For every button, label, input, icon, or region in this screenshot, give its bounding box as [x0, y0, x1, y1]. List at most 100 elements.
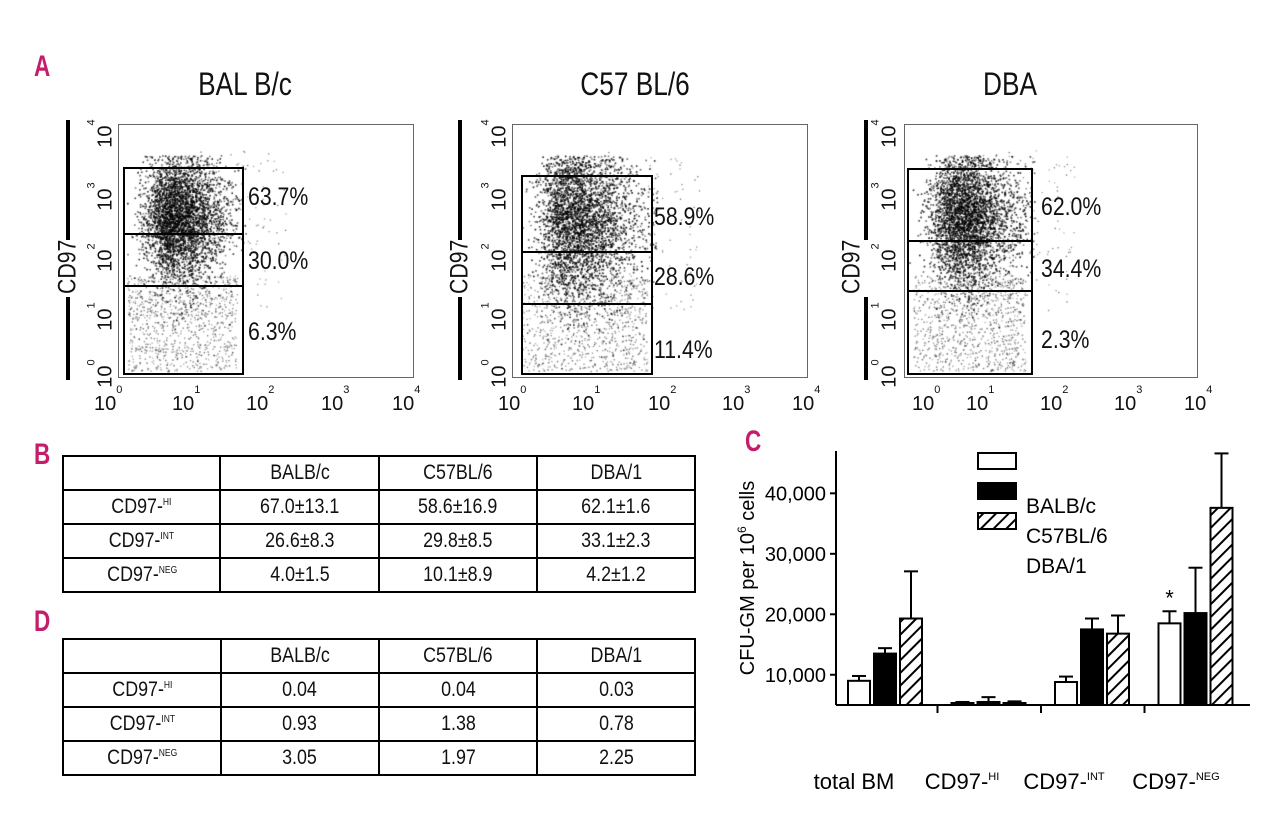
table-header-cell	[62, 638, 222, 674]
x-category-label: CD97-NEG	[1132, 769, 1219, 794]
flow-title-balbc: BAL B/c	[198, 66, 292, 102]
flow-ylabel: CD97	[445, 239, 474, 294]
table-row: CD97-INT 26.6±8.3 29.8±8.5 33.1±2.3	[61, 523, 697, 559]
table-header-cell: BALB/c	[219, 638, 380, 674]
y-axis-label: CFU-GM per 106 cells	[735, 481, 759, 676]
table-cell: 1.97	[377, 740, 539, 776]
flow-gate-box	[907, 168, 1033, 375]
table-cell: 33.1±2.3	[535, 523, 697, 559]
table-header-cell	[61, 455, 222, 491]
x-category-label: CD97-INT	[1023, 769, 1105, 794]
flow-pct-hi: 63.7%	[248, 183, 309, 211]
bar-2-1	[1002, 702, 1027, 706]
flow-ylabel-bar-bottom	[66, 297, 70, 380]
table-row: CD97-NEG 4.0±1.5 10.1±8.9 4.2±1.2	[61, 557, 697, 593]
flow-gate-line-upper	[521, 251, 651, 253]
table-cell: 0.03	[536, 672, 696, 708]
flow-ylabel: CD97	[837, 239, 866, 294]
flow-xtick-2: 102	[1040, 384, 1069, 415]
bar-0-3	[1157, 622, 1182, 707]
flow-xtick-2: 102	[246, 384, 275, 415]
flow-xtick-3: 103	[722, 384, 751, 415]
panel-label-c: C	[745, 425, 762, 458]
flow-xtick-1: 101	[966, 384, 995, 415]
table-cell: 29.8±8.5	[377, 523, 538, 559]
bar-1-3	[1183, 612, 1208, 706]
table-header-cell: DBA/1	[535, 455, 697, 491]
flow-ytick-0: 100	[480, 359, 511, 388]
bar-2-3	[1209, 506, 1234, 706]
table-cell: 0.78	[536, 706, 696, 742]
flow-ytick-1: 101	[86, 302, 117, 331]
panel-label-b: B	[34, 438, 51, 471]
flow-ylabel-bar-top	[66, 120, 70, 240]
table-row-label: CD97-NEG	[62, 740, 222, 776]
flow-xtick-4: 104	[1184, 384, 1213, 415]
table-b: BALB/c C57BL/6 DBA/1 CD97-HI 67.0±13.1 5…	[61, 455, 697, 593]
flow-ytick-0: 100	[86, 359, 117, 388]
bar-2-0	[899, 617, 923, 706]
table-header-row: BALB/c C57BL/6 DBA/1	[61, 455, 697, 491]
bar-0-2	[1054, 681, 1078, 706]
table-cell: 4.0±1.5	[219, 557, 380, 593]
bar-1-2	[1080, 628, 1104, 706]
table-d: BALB/c C57BL/6 DBA/1 CD97-HI 0.04 0.04 0…	[62, 638, 696, 776]
legend-label: C57BL/6	[1026, 525, 1108, 548]
legend-label: DBA/1	[1026, 555, 1087, 578]
significance-asterisk: *	[1165, 585, 1174, 610]
flow-gate-line-lower	[521, 303, 651, 305]
flow-ytick-0: 100	[870, 359, 901, 388]
bar-1-0	[873, 652, 897, 707]
y-tick-label: 20,000	[765, 604, 826, 626]
flow-xtick-0: 100	[912, 384, 941, 415]
flow-ytick-2: 102	[86, 243, 117, 272]
flow-gate-box	[123, 167, 244, 375]
flow-ylabel: CD97	[53, 239, 82, 294]
table-row: CD97-INT 0.93 1.38 0.78	[62, 706, 696, 742]
flow-ytick-4: 104	[86, 119, 117, 148]
flow-ytick-2: 102	[480, 243, 511, 272]
bar-1-1	[976, 700, 1001, 707]
flow-ytick-1: 101	[870, 302, 901, 331]
table-header-cell: C57BL/6	[377, 638, 539, 674]
flow-ylabel-bar-top	[864, 120, 868, 240]
flow-xtick-4: 104	[792, 384, 821, 415]
flow-pct-int: 28.6%	[654, 263, 715, 291]
table-cell: 10.1±8.9	[377, 557, 538, 593]
table-row: CD97-NEG 3.05 1.97 2.25	[62, 740, 696, 776]
table-header-row: BALB/c C57BL/6 DBA/1	[62, 638, 696, 674]
flow-xtick-1: 101	[172, 384, 201, 415]
table-cell: 62.1±1.6	[535, 489, 697, 525]
y-tick-label: 40,000	[765, 483, 826, 505]
flow-pct-int: 34.4%	[1041, 255, 1102, 283]
table-cell: 0.04	[219, 672, 380, 708]
flow-xtick-3: 103	[321, 384, 350, 415]
flow-ytick-4: 104	[870, 119, 901, 148]
flow-plot-area	[512, 124, 808, 378]
cfu-gm-bar-chart: 10,000 20,000 30,000 40,000 CFU-GM per 106 c…	[735, 451, 1250, 794]
flow-pct-neg: 6.3%	[248, 318, 297, 346]
flow-ylabel-bar-top	[458, 120, 462, 240]
flow-title-c57: C57 BL/6	[580, 66, 690, 102]
flow-ytick-2: 102	[870, 243, 901, 272]
legend-swatch-2	[977, 512, 1017, 530]
flow-plot-area	[904, 124, 1198, 378]
panel-label-d: D	[34, 605, 51, 638]
flow-xtick-4: 104	[392, 384, 421, 415]
flow-plot-area	[118, 124, 414, 378]
flow-pct-hi: 58.9%	[654, 203, 715, 231]
table-cell: 26.6±8.3	[219, 523, 380, 559]
panel-label-a: A	[34, 50, 51, 83]
bar-0-1	[950, 702, 975, 706]
table-cell: 0.93	[219, 706, 380, 742]
flow-gate-box	[521, 175, 653, 375]
y-tick-label: 30,000	[765, 544, 826, 566]
flow-xtick-1: 101	[572, 384, 601, 415]
flow-xtick-3: 103	[1114, 384, 1143, 415]
table-row-label: CD97-HI	[61, 489, 222, 525]
table-header-cell: BALB/c	[219, 455, 380, 491]
x-category-label: CD97-HI	[925, 769, 1000, 794]
flow-gate-line-upper	[123, 233, 242, 235]
y-tick-label: 10,000	[765, 665, 826, 687]
flow-pct-neg: 2.3%	[1041, 326, 1090, 354]
